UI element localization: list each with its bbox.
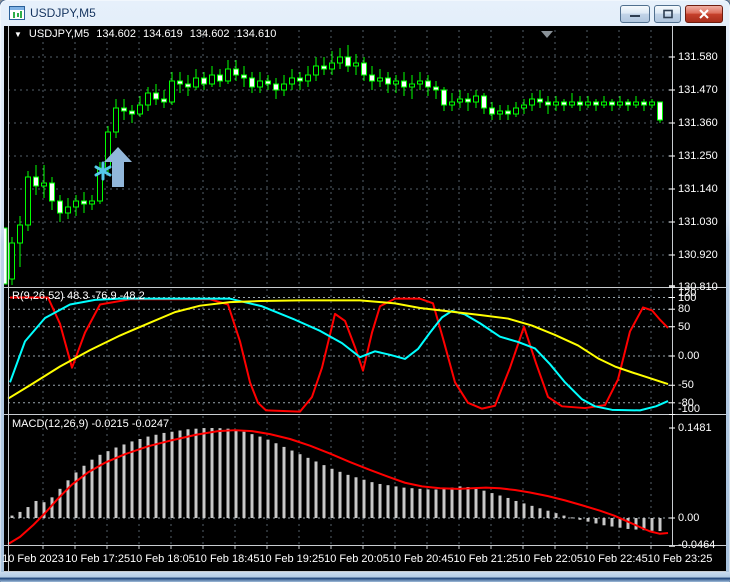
close-button[interactable] [685, 5, 723, 23]
wpr-medium-line [9, 297, 669, 412]
wpr-slow-line [7, 299, 669, 400]
buy-arrow-marker [104, 147, 132, 187]
window-title: USDJPY,M5 [30, 6, 96, 20]
chart-window-icon [9, 6, 25, 20]
chart-client-area[interactable]: ▼ USDJPY,M5 134.602 134.619 134.602 134.… [2, 26, 726, 572]
wpr-fast-line [10, 296, 669, 413]
macd-series [7, 427, 669, 545]
window-bottom-frame [0, 572, 730, 582]
minimize-button[interactable] [620, 5, 650, 23]
close-icon [699, 9, 709, 19]
star-marker [94, 161, 112, 181]
wpr-lines [7, 296, 669, 413]
macd-signal-line [7, 429, 669, 545]
title-bar[interactable]: USDJPY,M5 [0, 0, 730, 26]
restore-button[interactable] [654, 5, 681, 23]
window-controls [620, 5, 723, 23]
restore-icon [662, 9, 673, 19]
gray-triangle-marker [541, 31, 553, 38]
chart-canvas[interactable] [4, 26, 726, 572]
candlestick-series [4, 45, 663, 285]
minimize-icon [630, 15, 640, 17]
